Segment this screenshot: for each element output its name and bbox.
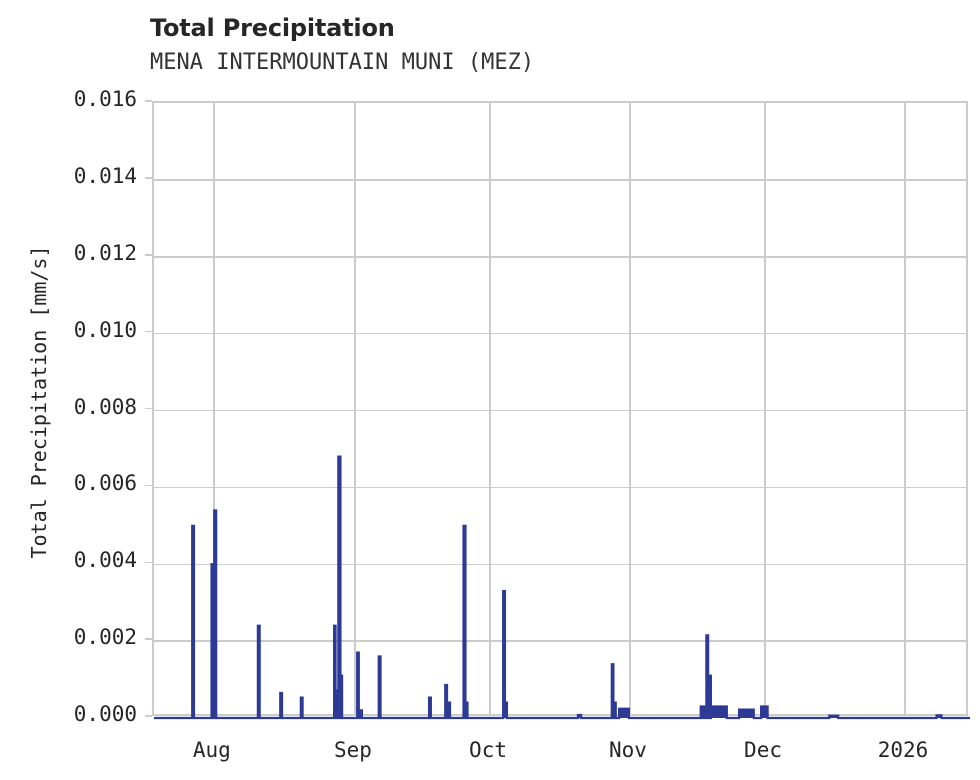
x-tick-label: Sep: [334, 738, 372, 762]
y-tick-mark: [145, 407, 152, 410]
y-tick-label: 0.016: [73, 87, 137, 111]
y-tick-label: 0.000: [73, 702, 137, 726]
precipitation-spike: [504, 702, 507, 719]
precipitation-spike: [359, 710, 362, 718]
y-tick-mark: [145, 177, 152, 179]
gridline-horizontal: [154, 640, 966, 642]
x-tick-label: Dec: [744, 738, 782, 762]
y-tick-label: 0.012: [73, 240, 137, 265]
precipitation-spike: [577, 714, 582, 718]
gridline-horizontal: [154, 256, 966, 258]
y-tick-mark: [145, 254, 152, 256]
gridline-vertical: [629, 103, 631, 714]
precipitation-line: [154, 455, 970, 720]
gridline-vertical: [213, 103, 215, 714]
precipitation-spike: [214, 510, 217, 718]
y-tick-mark: [145, 100, 152, 102]
precipitation-spike: [936, 715, 942, 718]
precipitation-spike: [257, 625, 260, 718]
precipitation-spike: [335, 690, 338, 718]
y-tick-label: 0.014: [73, 163, 137, 188]
precipitation-spike: [336, 700, 339, 718]
y-tick-mark: [145, 484, 152, 487]
precipitation-spike: [334, 625, 336, 718]
y-tick-label: 0.006: [73, 471, 137, 496]
gridline-horizontal: [154, 179, 966, 181]
precipitation-spike: [739, 709, 754, 718]
y-tick-mark: [145, 561, 152, 563]
precipitation-spike: [708, 675, 711, 718]
gridline-horizontal: [154, 332, 966, 335]
y-tick-label: 0.002: [73, 625, 137, 650]
precipitation-spike: [211, 564, 214, 718]
gridline-vertical: [904, 103, 906, 714]
precipitation-spike: [192, 525, 194, 718]
x-tick-label: Aug: [192, 738, 231, 762]
y-tick-label: 0.004: [73, 548, 137, 573]
precipitation-spike: [503, 591, 505, 718]
precipitation-spike: [619, 708, 629, 718]
precipitation-spike: [357, 652, 359, 718]
y-axis-label: Total Precipitation [mm/s]: [27, 245, 51, 559]
precipitation-spike: [463, 525, 466, 718]
precipitation-spike: [829, 715, 839, 718]
chart-subtitle: MENA INTERMOUNTAIN MUNI (MEZ): [150, 50, 535, 75]
precipitation-spike: [338, 456, 341, 719]
precipitation-spike: [445, 684, 448, 718]
x-tick-label: Nov: [609, 738, 647, 762]
precipitation-spike: [429, 697, 431, 718]
precipitation-spike: [611, 664, 614, 718]
precipitation-spike: [700, 706, 727, 718]
precipitation-spike: [378, 656, 381, 718]
precipitation-series: [154, 455, 970, 720]
precipitation-spike: [706, 635, 709, 718]
gridline-vertical: [489, 103, 491, 714]
precipitation-spike: [300, 697, 303, 718]
precipitation-spike: [613, 702, 616, 719]
plot-area: [152, 101, 970, 720]
page-title: Total Precipitation: [150, 14, 395, 42]
y-tick-label: 0.010: [73, 317, 137, 342]
precipitation-spike: [280, 693, 283, 718]
gridline-horizontal: [154, 563, 966, 565]
gridline-vertical: [354, 103, 356, 714]
y-tick-mark: [145, 330, 152, 333]
precipitation-spike: [465, 702, 468, 719]
y-tick-label: 0.008: [73, 394, 137, 419]
gridline-horizontal: [154, 486, 966, 489]
precipitation-spike: [447, 702, 451, 719]
gridline-vertical: [764, 103, 766, 714]
precipitation-spike: [339, 675, 343, 718]
y-tick-mark: [145, 715, 152, 717]
gridline-horizontal: [154, 409, 966, 412]
x-tick-label: 2026: [877, 738, 929, 762]
y-tick-mark: [145, 638, 152, 640]
x-tick-label: Oct: [469, 738, 507, 762]
precipitation-spike: [761, 706, 768, 718]
